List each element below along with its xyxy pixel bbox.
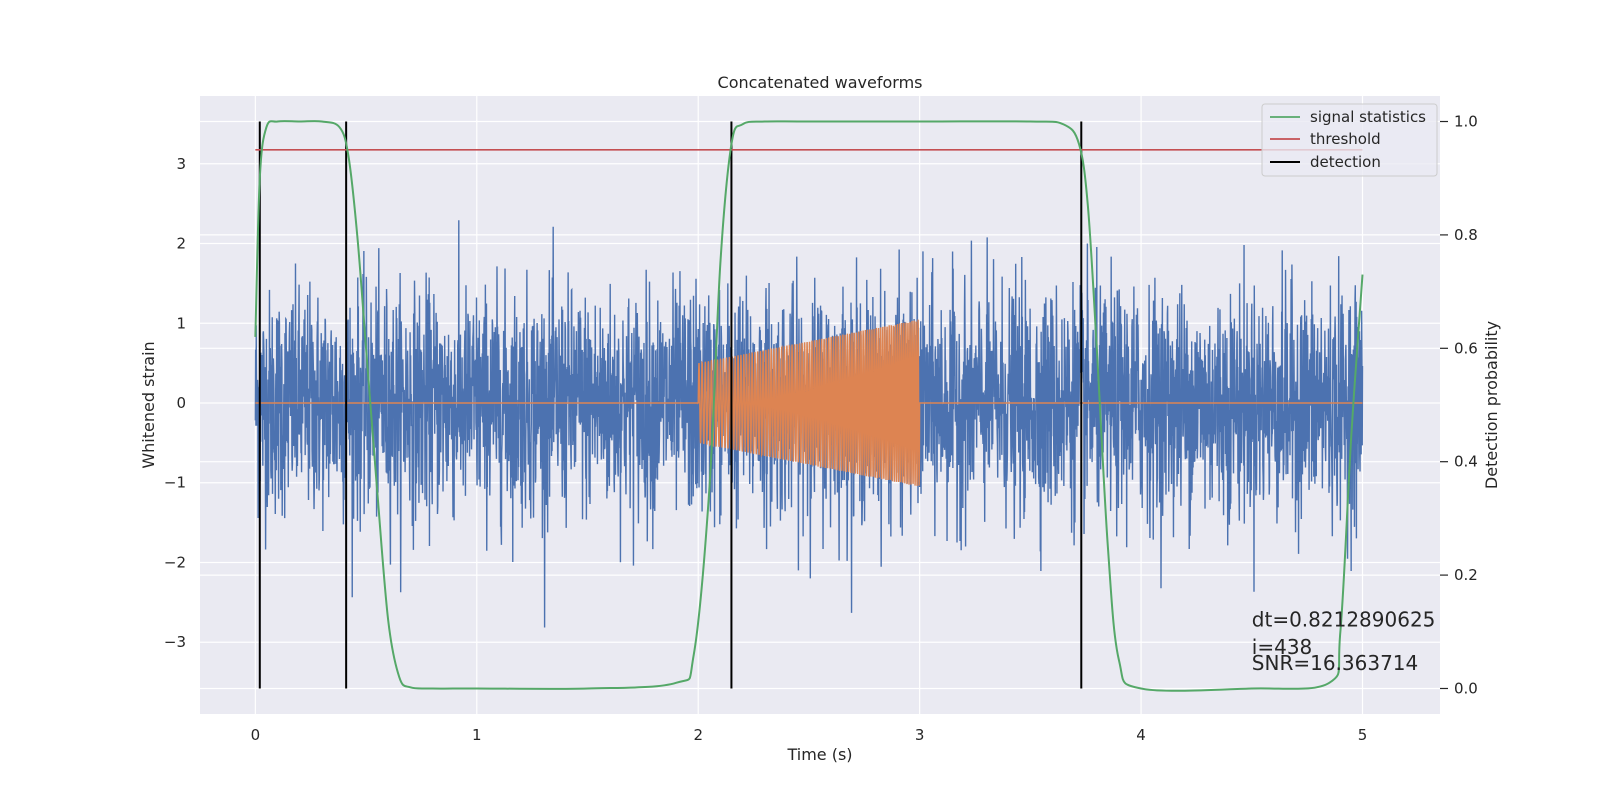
x-tick-label: 2 — [693, 726, 703, 744]
x-tick-label: 0 — [251, 726, 261, 744]
series-signal-statistics — [254, 120, 1364, 692]
legend-label-signal-statistics: signal statistics — [1310, 108, 1426, 126]
y-tick-label: 1 — [176, 314, 186, 332]
annotation-text: i=438 — [1252, 635, 1313, 659]
legend-label-threshold: threshold — [1310, 130, 1381, 148]
y-tick-label: −2 — [164, 553, 186, 571]
y2-tick-label: 0.0 — [1454, 679, 1478, 697]
x-tick-label: 5 — [1358, 726, 1368, 744]
y-axis-left: −3 −2 −1 0 1 2 3 — [164, 155, 186, 651]
x-tick-label: 3 — [915, 726, 925, 744]
legend-label-detection: detection — [1310, 153, 1381, 171]
legend: signal statistics threshold detection — [1261, 103, 1438, 177]
y2-axis-label: Detection probability — [1482, 321, 1501, 489]
y2-tick-label: 0.8 — [1454, 226, 1478, 244]
y2-tick-label: 0.6 — [1454, 339, 1478, 357]
y-tick-label: −1 — [164, 474, 186, 492]
x-tick-label: 1 — [472, 726, 482, 744]
y-tick-label: 3 — [176, 155, 186, 173]
annotation-text: dt=0.8212890625 — [1252, 607, 1436, 631]
x-axis: 0 1 2 3 4 5 — [251, 726, 1368, 744]
chart-title: Concatenated waveforms — [718, 73, 923, 92]
series-chirp — [255, 319, 1363, 486]
y-tick-label: −3 — [164, 633, 186, 651]
y-axis-right: 0.0 0.2 0.4 0.6 0.8 1.0 — [1440, 113, 1478, 697]
legend-box — [1261, 103, 1438, 177]
annotation-text: SNR=16.363714 — [1252, 651, 1418, 675]
y-axis-label: Whitened strain — [139, 341, 158, 468]
y-tick-label: 0 — [176, 394, 186, 412]
plot-area — [254, 120, 1364, 692]
y2-tick-label: 1.0 — [1454, 113, 1478, 131]
x-tick-label: 4 — [1136, 726, 1146, 744]
x-axis-label: Time (s) — [786, 745, 852, 764]
y2-tick-label: 0.2 — [1454, 566, 1478, 584]
y-tick-label: 2 — [176, 235, 186, 253]
y2-tick-label: 0.4 — [1454, 453, 1478, 471]
